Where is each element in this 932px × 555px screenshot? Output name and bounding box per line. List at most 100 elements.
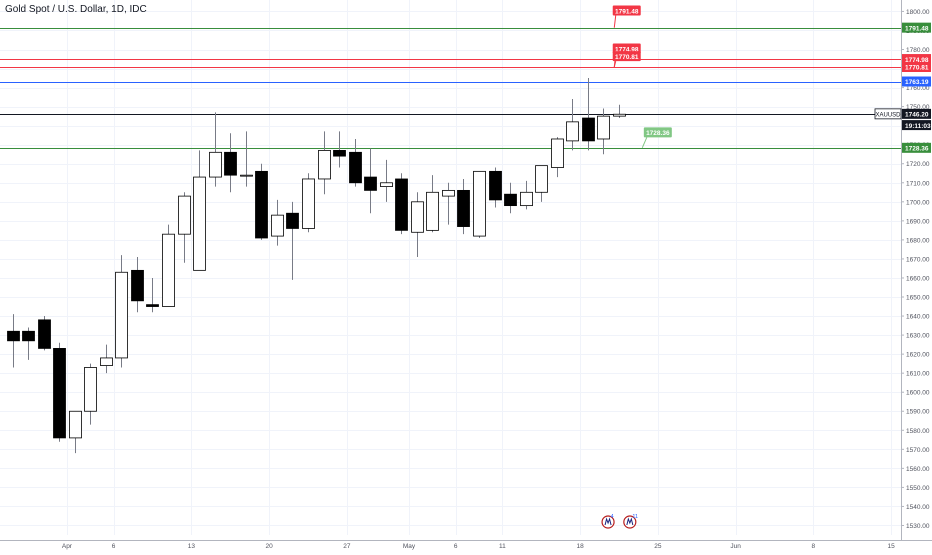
candle-up[interactable] [426, 191, 439, 231]
price-axis-label-text: 1770.81 [905, 65, 929, 72]
time-tick-label: 6 [454, 543, 458, 550]
price-axis-label [902, 54, 931, 65]
price-axis-label [902, 61, 931, 72]
candle-down[interactable] [286, 212, 299, 229]
candle-up[interactable] [411, 201, 424, 233]
candle-down[interactable] [224, 151, 237, 176]
time-tick-label: 27 [343, 543, 351, 550]
time-tick-label: May [403, 543, 416, 550]
candle-down[interactable] [38, 319, 51, 349]
price-axis-label-text: 1774.98 [905, 57, 929, 64]
candle-down[interactable] [395, 178, 408, 231]
candle-down[interactable] [255, 170, 268, 239]
candle-up[interactable] [271, 214, 284, 237]
candle-up[interactable] [115, 271, 128, 359]
time-tick-label: 15 [887, 543, 895, 550]
callout-pointer [613, 15, 617, 28]
candle-up[interactable] [302, 178, 315, 229]
flag-mark [604, 517, 612, 526]
price-tick-label: 1670.00 [906, 256, 930, 263]
symbol-axis-label-text: XAUUSD [875, 112, 901, 118]
price-tick-label: 1630.00 [906, 333, 930, 340]
price-tick-label: 1610.00 [906, 371, 930, 378]
event-count: 4 [611, 514, 614, 520]
candle-down[interactable] [22, 330, 35, 342]
price-tick-label: 1560.00 [906, 466, 930, 473]
time-tick-label: Apr [62, 543, 73, 550]
candle-up[interactable] [178, 195, 191, 235]
price-tick-label: 1620.00 [906, 352, 930, 359]
callout-label[interactable] [612, 5, 641, 16]
callout-label[interactable] [612, 43, 641, 54]
callout-label[interactable] [643, 127, 672, 138]
price-tick-label: 1710.00 [906, 180, 930, 187]
candle-down[interactable] [457, 189, 470, 227]
candle-up[interactable] [240, 174, 253, 177]
price-tick-label: 1720.00 [906, 161, 930, 168]
time-tick-label: Jun [730, 543, 741, 550]
time-tick-label: 6 [112, 543, 116, 550]
candle-up[interactable] [535, 165, 548, 193]
candle-down[interactable] [131, 269, 144, 302]
price-tick-label: 1780.00 [906, 47, 930, 54]
callout-label-text: 1791.48 [615, 8, 639, 15]
candle-down[interactable] [333, 150, 346, 157]
candle-up[interactable] [84, 367, 97, 412]
candle-up[interactable] [473, 170, 486, 237]
callout-label-text: 1770.81 [615, 54, 639, 61]
price-tick-label: 1640.00 [906, 314, 930, 321]
candle-up[interactable] [566, 121, 579, 142]
time-tick-label: 18 [576, 543, 584, 550]
candle-down[interactable] [489, 170, 502, 201]
price-axis-label-text: 19:11:03 [905, 123, 931, 130]
price-axis-label [902, 120, 931, 131]
price-axis-label [902, 108, 931, 119]
price-tick-label: 1690.00 [906, 218, 930, 225]
price-axis[interactable] [901, 0, 932, 550]
price-tick-label: 1580.00 [906, 428, 930, 435]
price-tick-label: 1660.00 [906, 275, 930, 282]
price-tick-label: 1700.00 [906, 199, 930, 206]
price-axis-label [902, 22, 931, 33]
candle-up[interactable] [162, 233, 175, 307]
time-tick-label: 25 [654, 543, 662, 550]
candle-down[interactable] [349, 151, 362, 184]
price-axis-label [902, 76, 931, 87]
candle-up[interactable] [442, 189, 455, 197]
flag-mark [626, 517, 634, 526]
price-tick-label: 1600.00 [906, 390, 930, 397]
candle-up[interactable] [597, 115, 610, 140]
candle-up[interactable] [613, 113, 626, 117]
candle-up[interactable] [318, 150, 331, 180]
symbol-axis-label [874, 108, 902, 120]
callout-pointer [613, 61, 617, 68]
candle-up[interactable] [380, 182, 393, 187]
candle-down[interactable] [504, 193, 517, 207]
candle-up[interactable] [551, 138, 564, 168]
candle-up[interactable] [100, 357, 113, 366]
price-tick-label: 1650.00 [906, 295, 930, 302]
time-tick-label: 20 [265, 543, 273, 550]
candle-up[interactable] [69, 410, 82, 439]
candle-up[interactable] [193, 176, 206, 271]
candle-up[interactable] [209, 151, 222, 178]
symbol-title: Gold Spot / U.S. Dollar, 1D, IDC [5, 4, 147, 15]
callout-label-text: 1728.36 [646, 130, 670, 137]
candle-down[interactable] [53, 348, 66, 439]
callout-label[interactable] [612, 51, 641, 62]
candle-down[interactable] [582, 117, 595, 142]
price-tick-label: 1680.00 [906, 237, 930, 244]
price-axis-label [902, 142, 931, 153]
candle-down[interactable] [364, 176, 377, 191]
price-tick-label: 1530.00 [906, 523, 930, 530]
price-axis-label-text: 1763.19 [905, 79, 929, 86]
candle-up[interactable] [520, 191, 533, 207]
candle-down[interactable] [7, 330, 20, 342]
price-tick-label: 1760.00 [906, 85, 930, 92]
candle-down[interactable] [146, 304, 159, 307]
callout-label-text: 1774.98 [615, 46, 639, 53]
price-tick-label: 1540.00 [906, 504, 930, 511]
